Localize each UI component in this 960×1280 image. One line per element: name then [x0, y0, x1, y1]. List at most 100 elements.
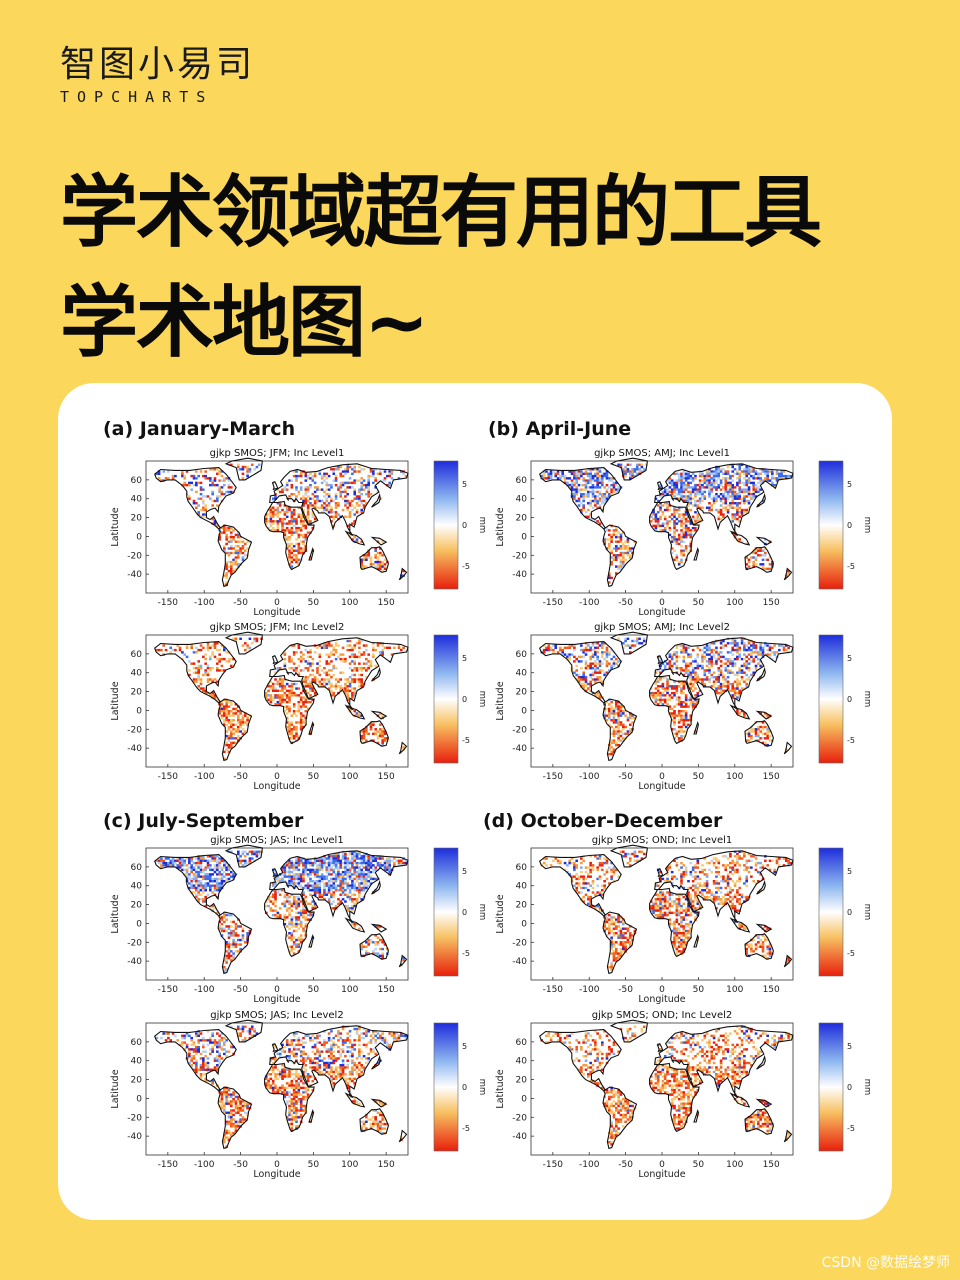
map-cell: [738, 463, 742, 466]
map-cell: [353, 689, 357, 693]
map-cell: [353, 861, 357, 865]
map-cell: [246, 716, 249, 720]
map-cell: [288, 895, 291, 899]
map-cell: [220, 664, 224, 668]
map-cell: [726, 508, 730, 512]
map-cell: [239, 709, 242, 713]
map-cell: [334, 651, 338, 654]
map-cell: [617, 547, 620, 550]
map-cell: [719, 646, 723, 650]
map-cell: [229, 540, 233, 543]
map-cell: [764, 554, 767, 557]
map-cell: [610, 719, 613, 722]
map-cell: [304, 685, 308, 688]
map-cell: [323, 882, 326, 885]
map-cell: [225, 861, 228, 865]
map-cell: [589, 666, 592, 670]
map-cell: [738, 492, 742, 496]
map-cell: [309, 664, 312, 668]
map-cell: [785, 648, 788, 652]
map-cell: [694, 495, 697, 498]
map-cell: [656, 689, 660, 693]
map-cell: [689, 540, 693, 543]
map-cell: [745, 481, 749, 485]
map-cell: [621, 551, 625, 555]
map-cell: [682, 730, 686, 733]
map-cell: [309, 655, 312, 659]
map-cell: [306, 490, 310, 494]
map-cell: [316, 506, 319, 509]
map-cell: [353, 886, 357, 890]
map-cell: [603, 651, 606, 654]
map-cell: [360, 508, 364, 512]
map-cell: [209, 868, 212, 872]
map-cell: [656, 504, 660, 507]
map-cell: [584, 483, 588, 487]
map-cell: [682, 551, 686, 555]
map-cell: [677, 506, 681, 509]
map-cell: [680, 535, 683, 539]
map-cell: [694, 488, 697, 491]
map-cell: [673, 490, 676, 494]
map-cell: [705, 479, 709, 482]
map-cell: [239, 637, 242, 640]
map-cell: [379, 554, 382, 557]
map-cell: [197, 861, 200, 865]
map-cell: [367, 666, 370, 670]
map-cell: [694, 700, 697, 704]
map-cell: [717, 651, 721, 654]
map-cell: [724, 502, 728, 505]
map-cell: [701, 660, 704, 663]
map-cell: [603, 671, 606, 674]
map-cell: [726, 488, 730, 491]
map-cell: [309, 873, 312, 876]
map-cell: [227, 719, 231, 722]
map-cell: [733, 506, 737, 509]
map-cell: [369, 857, 373, 860]
map-cell: [675, 481, 679, 485]
map-cell: [691, 486, 695, 489]
map-cell: [192, 499, 196, 503]
map-cell: [596, 483, 599, 487]
map-cell: [348, 499, 352, 503]
map-cell: [248, 857, 252, 860]
map-cell: [677, 714, 681, 717]
map-cell: [223, 646, 226, 650]
map-cell: [334, 506, 338, 509]
map-cell: [584, 666, 588, 670]
map-cell: [696, 666, 700, 670]
map-cell: [747, 558, 751, 562]
colorbar: [818, 460, 844, 590]
map-cell: [241, 728, 245, 731]
map-cell: [318, 864, 322, 867]
map-cell: [381, 857, 384, 860]
map-cell: [761, 648, 765, 652]
map-cell: [290, 685, 294, 688]
map-cell: [374, 477, 377, 480]
map-cell: [582, 648, 585, 652]
map-cell: [360, 682, 364, 686]
map-cell: [220, 875, 224, 878]
map-cell: [341, 861, 345, 865]
map-cell: [332, 673, 336, 677]
map-cell: [334, 666, 338, 670]
map-cell: [355, 861, 359, 865]
map-cell: [351, 648, 354, 652]
map-cell: [552, 651, 555, 654]
map-cell: [344, 882, 347, 885]
map-cell: [358, 882, 361, 885]
map-cell: [610, 533, 613, 537]
map-cell: [580, 502, 583, 505]
map-cell: [339, 884, 343, 887]
map-cell: [601, 481, 604, 485]
map-cell: [211, 855, 214, 858]
map-cell: [306, 486, 310, 489]
y-tick-label: 40: [516, 495, 528, 505]
map-cell: [325, 868, 329, 872]
map-cell: [717, 685, 721, 688]
map-cell: [295, 529, 298, 532]
map-cell: [355, 714, 359, 717]
map-cell: [365, 730, 368, 733]
map-cell: [220, 700, 224, 704]
